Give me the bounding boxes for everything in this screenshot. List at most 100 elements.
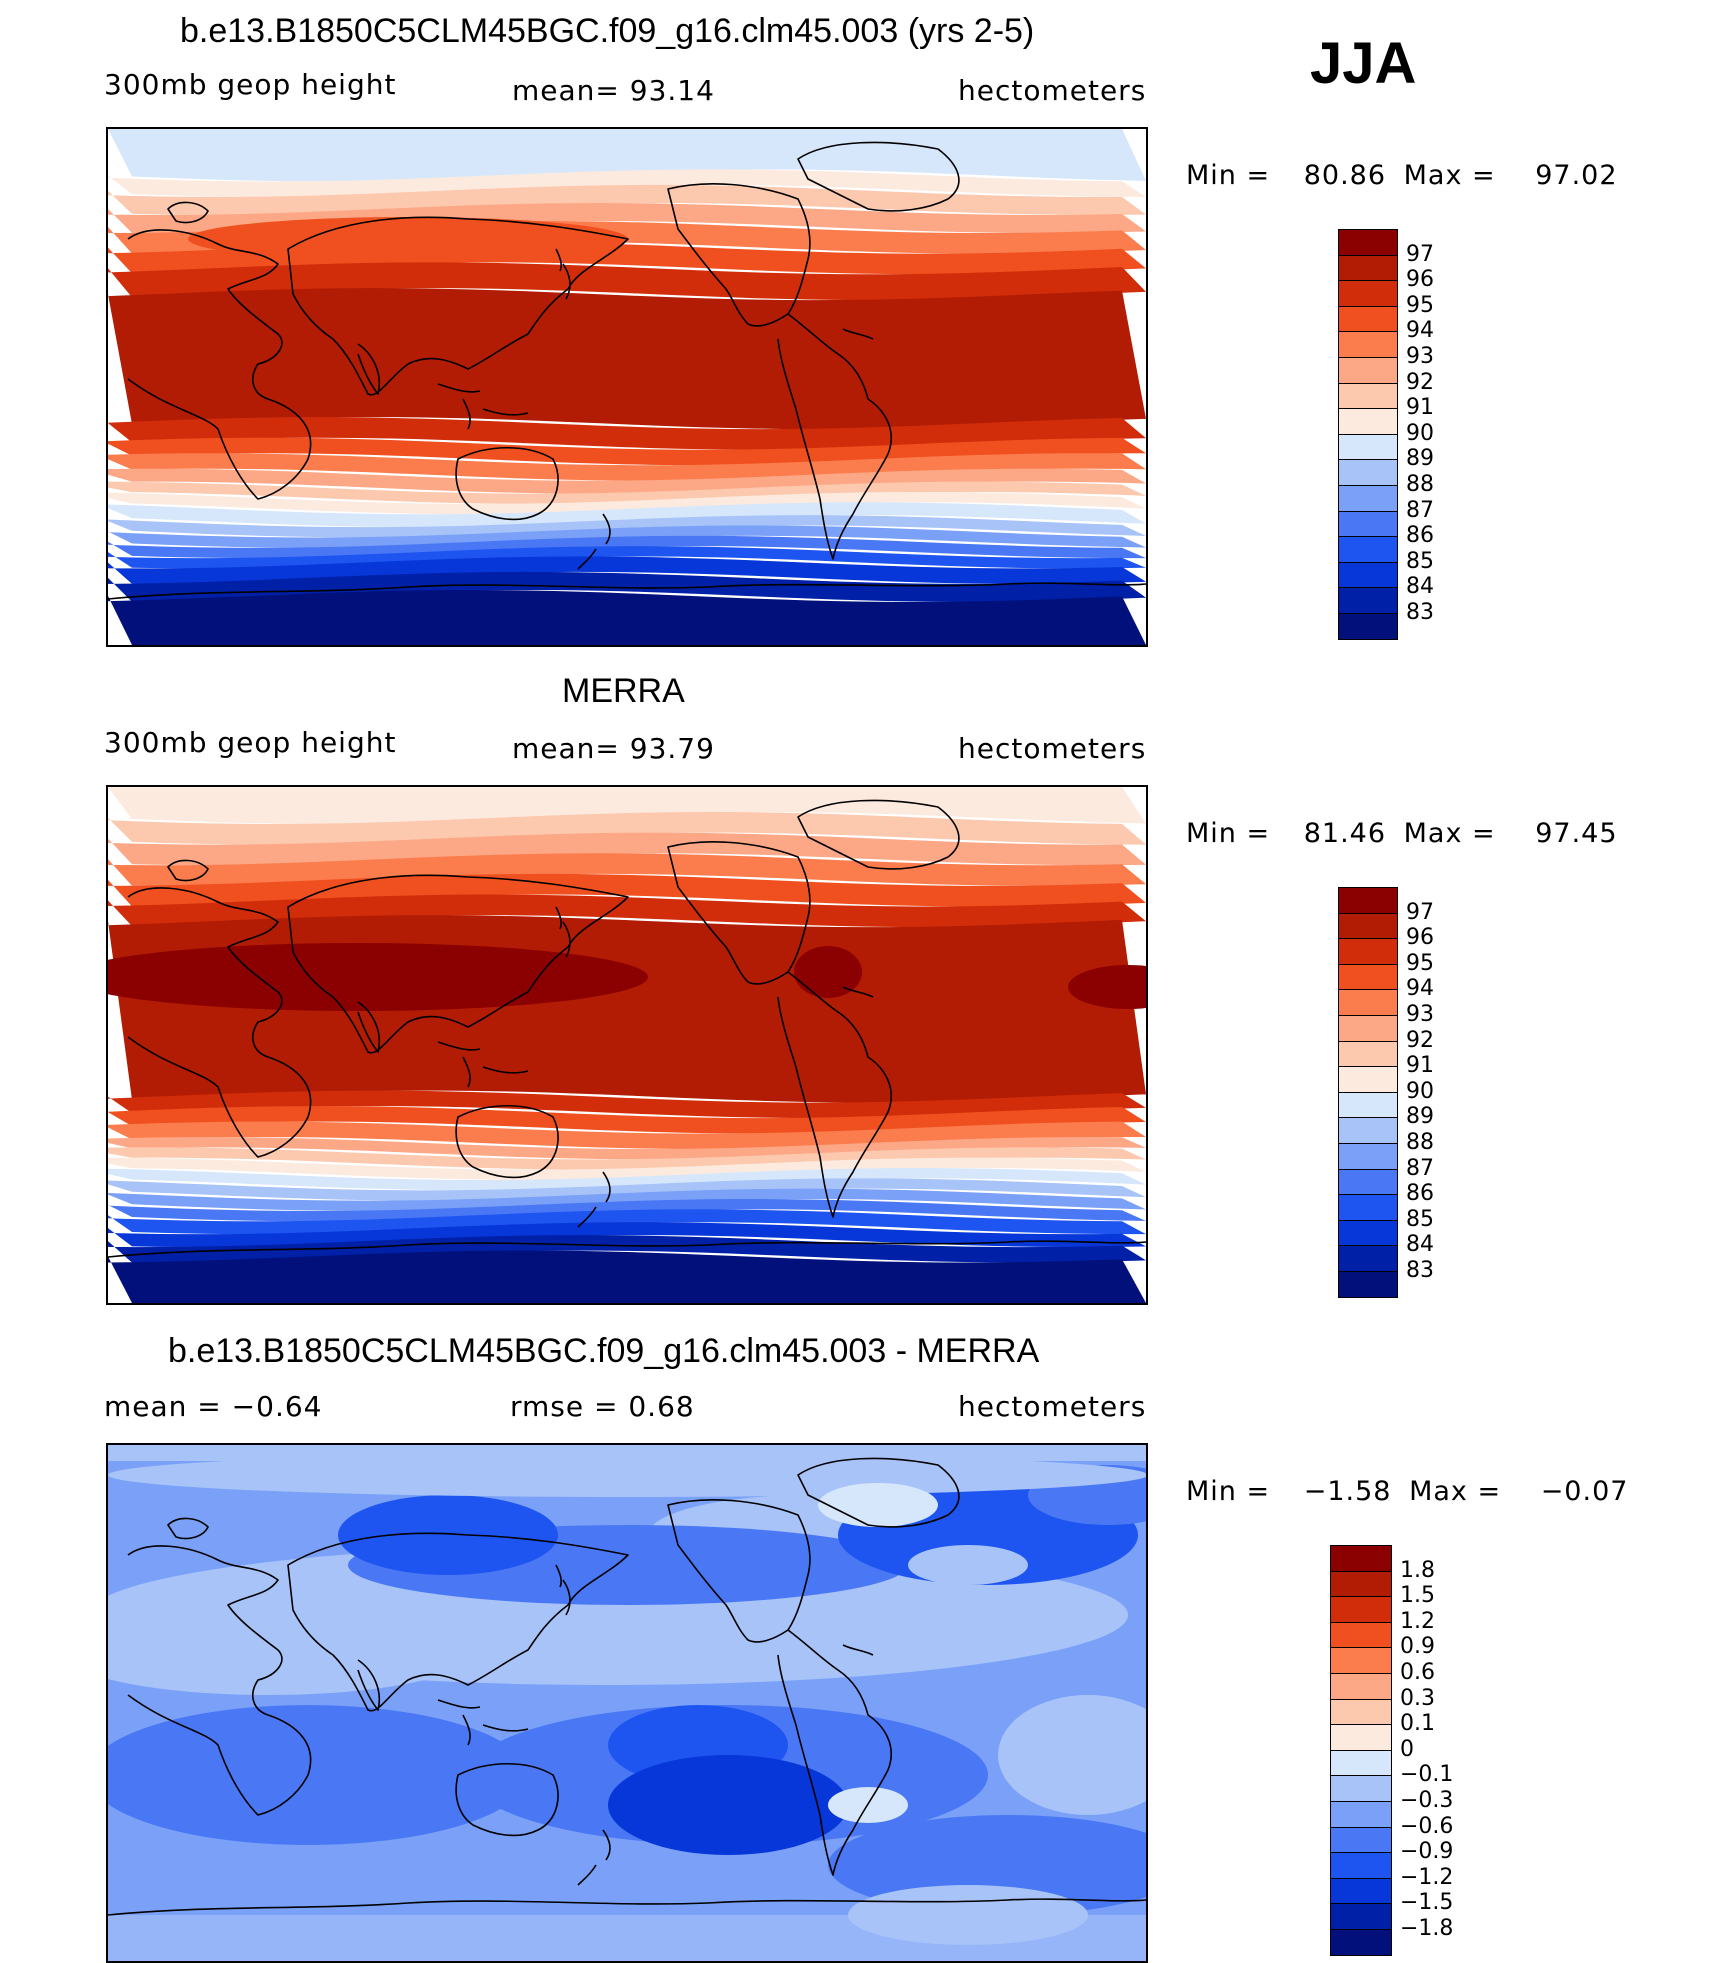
panel1-units-label: hectometers bbox=[958, 74, 1147, 107]
colorbar-tick-label: 1.5 bbox=[1400, 1583, 1435, 1609]
colorbar-tick-label: 95 bbox=[1406, 292, 1434, 318]
coastline bbox=[842, 328, 874, 340]
contour-band bbox=[108, 468, 1146, 494]
colorbar-swatch bbox=[1338, 1194, 1398, 1221]
coastline bbox=[777, 1629, 893, 1876]
colorbar-swatch bbox=[1338, 254, 1398, 282]
colorbar-tick-label: 89 bbox=[1406, 446, 1434, 472]
contour-band bbox=[108, 481, 1146, 504]
colorbar-swatch bbox=[1330, 1545, 1392, 1572]
colorbar-tick-label: 93 bbox=[1406, 1002, 1434, 1027]
colorbar-tick-label: 0.9 bbox=[1400, 1634, 1435, 1660]
coastline bbox=[777, 313, 893, 560]
colorbar-swatch bbox=[1338, 357, 1398, 384]
panel1-variable-label: 300mb geop height bbox=[104, 68, 397, 101]
contour-band bbox=[108, 491, 1146, 515]
colorbar-swatch bbox=[1338, 229, 1398, 256]
panel3-minmax: Min = −1.58 Max = −0.07 bbox=[1186, 1476, 1628, 1507]
coastline bbox=[167, 1517, 209, 1540]
panel2-max-value: 97.45 bbox=[1535, 818, 1618, 849]
panel1-minmax: Min = 80.86 Max = 97.02 bbox=[1186, 160, 1618, 191]
coastline bbox=[357, 1001, 380, 1053]
colorbar-tick-label: 89 bbox=[1406, 1104, 1434, 1130]
panel1-map bbox=[106, 127, 1148, 647]
contour-band bbox=[108, 811, 1146, 845]
coastline bbox=[667, 1499, 811, 1643]
colorbar-tick-label: 97 bbox=[1406, 241, 1434, 267]
coastline bbox=[357, 1659, 380, 1711]
contour-band bbox=[108, 832, 1146, 866]
colorbar-tick-label: 1.2 bbox=[1400, 1608, 1435, 1634]
coastline bbox=[555, 248, 571, 300]
coastline bbox=[797, 141, 960, 212]
colorbar-swatch bbox=[1338, 1219, 1398, 1247]
panel2-map bbox=[106, 785, 1148, 1305]
colorbar-tick-label: 1.8 bbox=[1400, 1557, 1435, 1583]
contour-band bbox=[108, 515, 1146, 538]
coastline bbox=[577, 1171, 611, 1228]
panel3-units-label: hectometers bbox=[958, 1390, 1147, 1423]
season-label: JJA bbox=[1310, 31, 1417, 96]
colorbar-swatch bbox=[1338, 1271, 1398, 1298]
panel2-mean-label: mean= 93.79 bbox=[512, 732, 715, 765]
colorbar-tick-label: 87 bbox=[1406, 1155, 1434, 1181]
panel2-contour-field bbox=[108, 787, 1146, 1303]
colorbar-swatch bbox=[1338, 536, 1398, 563]
colorbar-swatch bbox=[1338, 912, 1398, 940]
coastline bbox=[777, 971, 893, 1218]
colorbar-swatch bbox=[1338, 1168, 1398, 1196]
contour-band bbox=[108, 1445, 1146, 1461]
coastline bbox=[287, 216, 629, 396]
coastline bbox=[167, 859, 209, 882]
colorbar-swatch bbox=[1330, 1596, 1392, 1623]
contour-band bbox=[108, 1090, 1146, 1119]
coastline bbox=[127, 229, 312, 500]
contour-band bbox=[108, 417, 1146, 450]
panel3-max-value: −0.07 bbox=[1540, 1476, 1629, 1507]
coastline bbox=[437, 383, 529, 430]
coastline bbox=[842, 1644, 874, 1656]
colorbar-tick-label: 86 bbox=[1406, 523, 1434, 549]
colorbar-tick-label: 86 bbox=[1406, 1181, 1434, 1207]
colorbar-tick-label: −1.5 bbox=[1400, 1890, 1454, 1916]
contour-band bbox=[108, 1168, 1146, 1191]
panel3-min-value: −1.58 bbox=[1303, 1476, 1392, 1507]
colorbar-tick-label: 91 bbox=[1406, 1053, 1434, 1079]
contour-band bbox=[108, 169, 1146, 197]
colorbar-swatch bbox=[1338, 938, 1398, 965]
contour-band bbox=[108, 1209, 1146, 1235]
colorbar-swatch bbox=[1330, 1929, 1392, 1956]
colorbar-tick-label: −1.8 bbox=[1400, 1916, 1454, 1941]
coastline bbox=[108, 1240, 1146, 1258]
panel1-max-label: Max = bbox=[1403, 160, 1496, 191]
colorbar-swatch bbox=[1330, 1749, 1392, 1777]
contour-region bbox=[998, 1695, 1146, 1815]
contour-band bbox=[108, 1157, 1146, 1180]
colorbar-tick-label: 85 bbox=[1406, 548, 1434, 574]
colorbar-swatch bbox=[1330, 1570, 1392, 1598]
panel1-min-label: Min = bbox=[1186, 160, 1271, 191]
colorbar-tick-label: 0.3 bbox=[1400, 1685, 1435, 1711]
colorbar-tick-label: 90 bbox=[1406, 420, 1434, 446]
colorbar-swatch bbox=[1338, 1245, 1398, 1272]
colorbar-swatch bbox=[1330, 1801, 1392, 1828]
colorbar-tick-label: 88 bbox=[1406, 1130, 1434, 1155]
colorbar-tick-label: 84 bbox=[1406, 1232, 1434, 1258]
colorbar-tick-label: −0.6 bbox=[1400, 1813, 1454, 1839]
contour-band bbox=[108, 1915, 1146, 1961]
contour-band bbox=[108, 184, 1146, 215]
contour-band bbox=[108, 1222, 1146, 1248]
colorbar-swatch bbox=[1330, 1647, 1392, 1674]
coastline bbox=[842, 986, 874, 998]
contour-region bbox=[908, 1545, 1028, 1585]
coastline bbox=[287, 874, 629, 1054]
colorbar-tick-label: −0.9 bbox=[1400, 1839, 1454, 1865]
coastline bbox=[577, 1829, 611, 1886]
contour-region bbox=[818, 1483, 938, 1527]
coastline bbox=[287, 1532, 629, 1712]
colorbar-tick-label: 96 bbox=[1406, 925, 1434, 951]
colorbar-tick-label: 88 bbox=[1406, 472, 1434, 497]
colorbar-tick-label: 0.6 bbox=[1400, 1660, 1435, 1685]
colorbar-swatch bbox=[1338, 459, 1398, 486]
colorbar-tick-label: 97 bbox=[1406, 899, 1434, 925]
